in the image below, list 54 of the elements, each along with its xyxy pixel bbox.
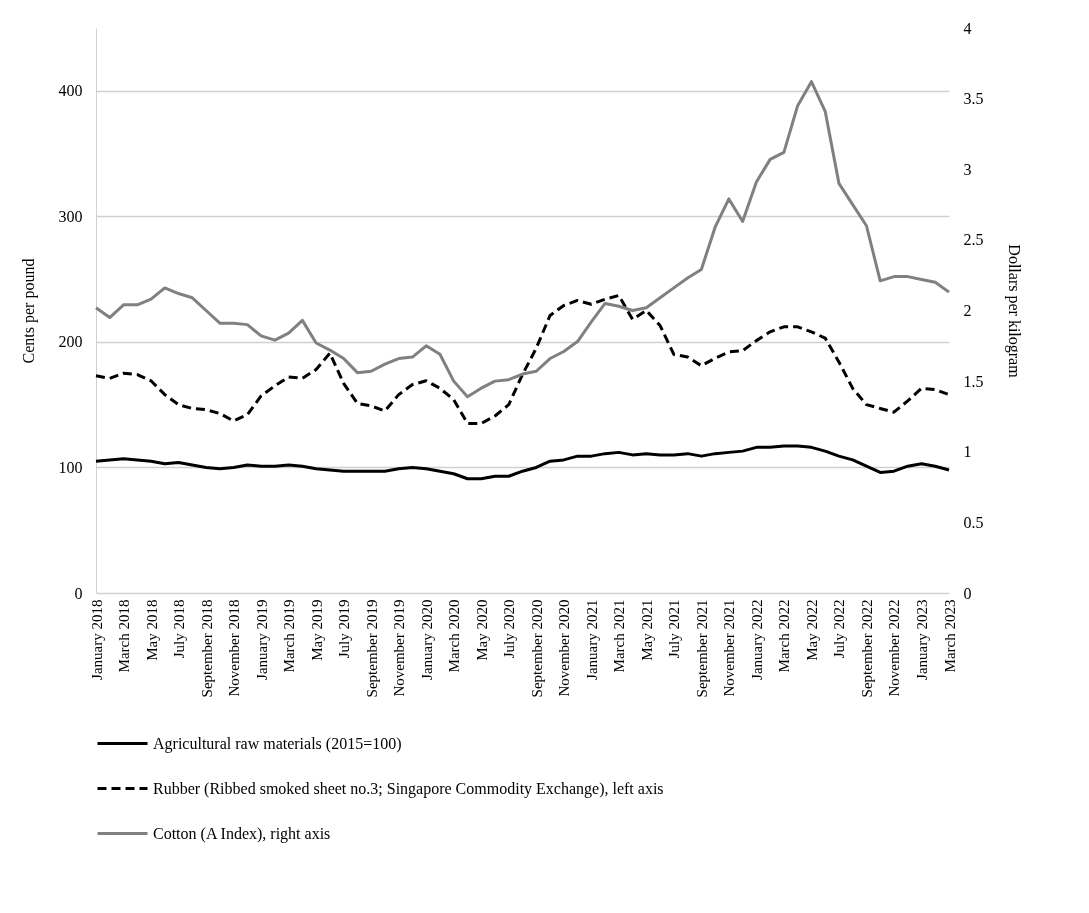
line-series — [94, 293, 951, 425]
y2-axis-title: Dollars per kilogram — [1004, 244, 1023, 379]
x-tick-label: January 2023 — [913, 599, 930, 680]
x-tick-label: January 2020 — [418, 599, 435, 680]
y-axis-title: Cents per pound — [19, 258, 38, 364]
x-tick-label: July 2019 — [336, 599, 353, 659]
x-tick-label: September 2022 — [858, 599, 875, 698]
x-tick-label: March 2021 — [611, 599, 628, 673]
x-tick-label: September 2020 — [528, 599, 545, 698]
x-tick-label: November 2018 — [226, 599, 243, 697]
y2-tick-label: 3.5 — [963, 90, 984, 108]
x-tick-label: May 2019 — [308, 599, 325, 661]
x-tick-label: January 2021 — [583, 599, 600, 680]
x-tick-label: September 2019 — [363, 599, 380, 698]
legend-label: Rubber (Ribbed smoked sheet no.3; Singapore Commodity Exchange), left axis — [153, 779, 664, 798]
x-tick-label: November 2020 — [556, 599, 573, 697]
y2-tick-label: 0.5 — [963, 513, 984, 531]
x-tick-label: November 2021 — [721, 599, 738, 697]
legend-label: Cotton (A Index), right axis — [153, 824, 331, 843]
x-tick-label: May 2021 — [638, 599, 655, 661]
x-tick-label: March 2022 — [776, 599, 793, 673]
line-series — [94, 444, 951, 481]
y2-tick-label: 2 — [963, 302, 972, 319]
y-tick-label: 200 — [58, 333, 83, 351]
y2-tick-label: 0 — [963, 584, 972, 602]
x-tick-label: September 2018 — [198, 599, 215, 698]
x-tick-label: March 2023 — [941, 599, 958, 673]
y-tick-label: 0 — [74, 584, 83, 602]
x-tick-label: March 2019 — [281, 599, 298, 673]
x-tick-label: July 2020 — [501, 599, 518, 659]
x-tick-label: July 2018 — [171, 599, 188, 659]
x-tick-label: January 2018 — [88, 599, 105, 680]
y2-tick-label: 1.5 — [963, 372, 984, 390]
x-tick-label: March 2020 — [446, 599, 463, 673]
line-series — [94, 80, 951, 399]
y2-tick-label: 2.5 — [963, 231, 984, 249]
x-tick-label: March 2018 — [116, 599, 133, 673]
x-tick-label: May 2022 — [803, 599, 820, 661]
y2-tick-label: 4 — [963, 19, 972, 37]
x-tick-label: July 2022 — [831, 599, 848, 659]
x-tick-label: January 2019 — [253, 599, 270, 680]
x-tick-label: January 2022 — [748, 599, 765, 680]
y-tick-label: 400 — [58, 82, 83, 100]
x-tick-label: November 2019 — [391, 599, 408, 697]
y-tick-label: 300 — [58, 207, 83, 225]
y2-tick-label: 3 — [963, 160, 972, 178]
x-tick-label: July 2021 — [666, 599, 683, 659]
y2-tick-label: 1 — [963, 443, 972, 461]
y-tick-label: 100 — [58, 458, 83, 476]
legend-label: Agricultural raw materials (2015=100) — [153, 734, 402, 753]
x-tick-label: May 2020 — [473, 599, 490, 661]
x-tick-label: September 2021 — [693, 599, 710, 698]
x-tick-label: May 2018 — [143, 599, 160, 661]
x-tick-label: November 2022 — [886, 599, 903, 697]
